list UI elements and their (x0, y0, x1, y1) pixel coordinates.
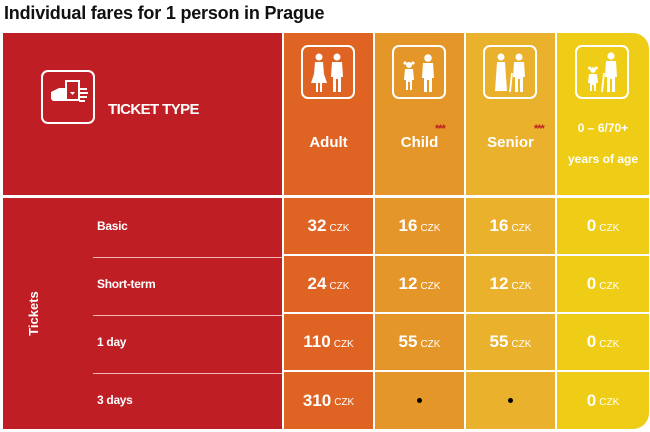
free-age-range-label: 0 – 6/70+ (577, 121, 629, 135)
row-name: Basic (97, 219, 128, 233)
price-cell: 0 CZK (557, 372, 649, 429)
child-senior-icon (575, 45, 629, 99)
not-available-dot-icon (508, 398, 513, 403)
adult-label: Adult (309, 134, 348, 151)
senior-header: Senior *** (466, 33, 555, 195)
free-age-caption: years of age (567, 152, 639, 166)
price-cell: 32 CZK (284, 198, 373, 254)
not-available-cell (375, 372, 464, 429)
price-cell: 12 CZK (466, 256, 555, 312)
ticket-type-header: TICKET TYPE (3, 33, 282, 195)
not-available-cell (466, 372, 555, 429)
header-divider (3, 195, 282, 198)
price-cell: 310 CZK (284, 372, 373, 429)
free-header: 0 – 6/70+ years of age (557, 33, 649, 195)
row-divider (93, 257, 282, 258)
seniors-icon (483, 45, 537, 99)
adults-icon (301, 45, 355, 99)
fares-table: TICKET TYPE Tickets Basic 90 min. Short-… (3, 33, 649, 429)
price-cell: 12 CZK (375, 256, 464, 312)
adult-header: Adult (284, 33, 373, 195)
price-cell: 24 CZK (284, 256, 373, 312)
row-divider (93, 373, 282, 374)
price-cell: 55 CZK (466, 314, 555, 370)
price-cell: 110 CZK (284, 314, 373, 370)
price-cell: 0 CZK (557, 198, 649, 254)
price-cell: 0 CZK (557, 314, 649, 370)
row-name: 3 days (97, 393, 133, 407)
row-divider (93, 315, 282, 316)
tickets-section-label: Tickets (25, 291, 41, 336)
price-cell: 16 CZK (375, 198, 464, 254)
price-cell: 0 CZK (557, 256, 649, 312)
child-note-stars: *** (435, 123, 446, 135)
senior-label: Senior (487, 134, 534, 151)
child-header: Child *** (375, 33, 464, 195)
hand-ticket-icon (41, 70, 95, 124)
ticket-type-label: TICKET TYPE (108, 101, 200, 118)
child-adult-icon (392, 45, 446, 99)
child-label: Child (400, 134, 439, 151)
price-cell: 55 CZK (375, 314, 464, 370)
row-name: Short-term (97, 277, 156, 291)
senior-note-stars: *** (534, 123, 545, 135)
row-name: 1 day (97, 335, 127, 349)
page-title: Individual fares for 1 person in Prague (4, 3, 325, 23)
price-cell: 16 CZK (466, 198, 555, 254)
not-available-dot-icon (417, 398, 422, 403)
